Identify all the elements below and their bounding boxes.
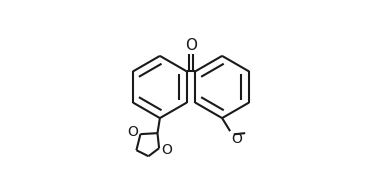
- Text: O: O: [185, 38, 197, 53]
- Text: O: O: [231, 132, 242, 146]
- Text: O: O: [162, 143, 172, 157]
- Text: O: O: [127, 125, 138, 139]
